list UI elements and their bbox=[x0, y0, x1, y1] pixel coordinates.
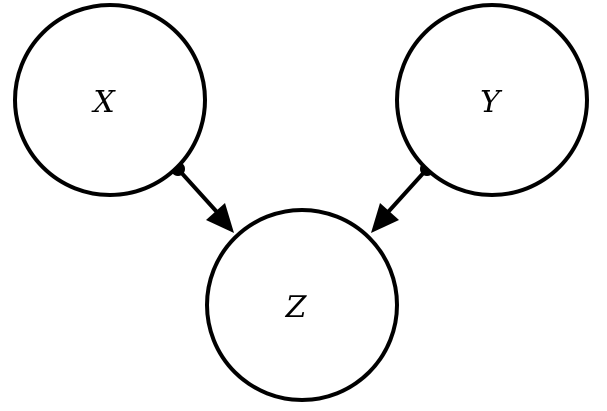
node-y: Y bbox=[395, 3, 589, 197]
node-x: X bbox=[13, 3, 207, 197]
node-y-circle bbox=[395, 3, 589, 197]
edge-x-to-z-arrowhead bbox=[206, 203, 234, 233]
node-y-label: Y bbox=[480, 85, 503, 120]
node-x-label: X bbox=[91, 85, 116, 120]
node-z: Z bbox=[205, 208, 399, 402]
edge-x-to-z-line bbox=[176, 167, 218, 213]
edge-y-to-z-arrowhead bbox=[371, 203, 399, 233]
edge-x-to-z bbox=[171, 162, 234, 233]
node-z-label: Z bbox=[285, 290, 308, 325]
node-z-circle bbox=[205, 208, 399, 402]
edge-y-to-z-line bbox=[387, 167, 429, 213]
edge-y-to-z bbox=[371, 162, 434, 233]
node-x-circle bbox=[13, 3, 207, 197]
